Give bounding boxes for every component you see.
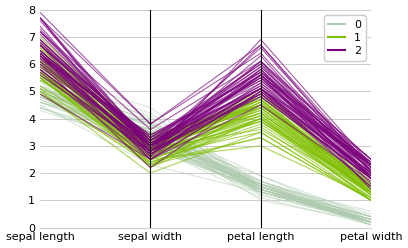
- Legend: 0, 1, 2: 0, 1, 2: [324, 15, 366, 61]
